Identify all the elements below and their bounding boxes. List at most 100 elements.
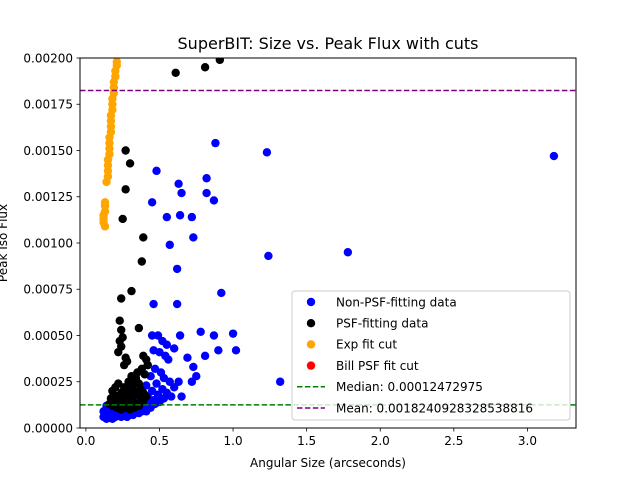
data-point: [139, 233, 148, 242]
x-tick-label: 1.0: [224, 434, 243, 448]
data-point: [177, 188, 186, 198]
series-exp-fit-cut: [99, 58, 122, 231]
y-tick-label: 0.00075: [23, 283, 73, 297]
data-point: [152, 379, 161, 388]
data-point: [228, 329, 238, 338]
x-axis-label: Angular Size (arcseconds): [250, 456, 406, 470]
data-point: [164, 355, 173, 364]
data-point: [165, 240, 174, 250]
legend-entry-mean: Mean: 0.0018240928328538816: [297, 401, 533, 415]
data-point: [127, 286, 136, 296]
data-point: [167, 392, 176, 401]
data-point: [122, 394, 132, 403]
data-point: [174, 179, 183, 188]
data-point: [177, 392, 186, 401]
y-tick-label: 0.00100: [23, 236, 73, 250]
data-point: [119, 360, 129, 370]
data-point: [162, 212, 172, 222]
data-point: [117, 294, 126, 303]
legend-marker: [306, 361, 316, 370]
legend-entry-median: Median: 0.00012472975: [297, 380, 483, 394]
data-point: [196, 327, 205, 336]
data-point: [175, 211, 185, 220]
data-point: [115, 396, 124, 405]
y-tick-label: 0.00025: [23, 375, 73, 389]
legend-label: Mean: 0.0018240928328538816: [336, 401, 533, 415]
data-point: [100, 222, 110, 231]
x-axis-ticks: 0.0 0.5 1.0 1.5 2.0 2.5 3.0: [76, 428, 537, 448]
legend: Non-PSF-fitting data PSF-fitting data Exp …: [291, 290, 571, 421]
legend-label: Exp fit cut: [336, 338, 397, 352]
legend-label: PSF-fitting data: [336, 317, 428, 331]
data-point: [209, 196, 219, 205]
legend-entry-non-psf-fitting-data: Non-PSF-fitting data: [306, 295, 457, 309]
data-point: [217, 288, 226, 298]
x-tick-label: 2.5: [444, 434, 463, 448]
data-point: [102, 177, 111, 187]
y-tick-label: 0.00000: [23, 421, 73, 435]
chart-title: SuperBIT: Size vs. Peak Flux with cuts: [178, 34, 479, 53]
legend-entry-psf-fitting-data: PSF-fitting data: [306, 317, 428, 331]
legend-entry-exp-fit-cut: Exp fit cut: [306, 338, 397, 352]
y-tick-label: 0.00200: [23, 51, 73, 65]
data-point: [264, 251, 273, 261]
legend-entry-bill-psf-fit-cut: Bill PSF fit cut: [306, 359, 419, 373]
data-point: [147, 198, 157, 207]
legend-label: Bill PSF fit cut: [336, 359, 419, 373]
x-tick-label: 3.0: [518, 434, 537, 448]
data-point: [200, 351, 210, 361]
data-point: [202, 188, 211, 198]
plot-area: [99, 58, 559, 423]
legend-label: Median: 0.00012472975: [336, 380, 483, 394]
y-axis-ticks: 0.00000 0.00025 0.00050 0.00075 0.00100 0.001…: [23, 51, 80, 435]
data-point: [118, 214, 127, 224]
x-tick-label: 1.5: [297, 434, 316, 448]
legend-marker: [306, 297, 316, 307]
data-point: [172, 264, 182, 274]
y-tick-label: 0.00175: [23, 98, 73, 112]
data-point: [183, 353, 192, 362]
y-axis-label: Peak Iso Flux: [0, 204, 10, 282]
data-point: [192, 372, 201, 381]
data-point: [152, 166, 161, 176]
data-point: [209, 331, 219, 340]
data-point: [200, 63, 210, 72]
data-point: [149, 299, 158, 309]
data-point: [121, 185, 130, 194]
data-point: [170, 383, 179, 392]
data-point: [125, 159, 135, 168]
data-point: [172, 299, 182, 309]
data-point: [121, 146, 130, 155]
data-point: [231, 346, 241, 355]
y-tick-label: 0.00150: [23, 144, 73, 158]
data-point: [175, 331, 185, 340]
legend-label: Non-PSF-fitting data: [336, 295, 457, 309]
data-point: [105, 399, 114, 409]
data-point: [142, 407, 151, 416]
data-point: [202, 174, 211, 183]
data-point: [215, 58, 225, 65]
data-point: [275, 377, 285, 386]
data-point: [343, 248, 353, 257]
legend-frame: [291, 290, 571, 421]
data-point: [170, 344, 179, 353]
legend-marker: [306, 340, 316, 349]
data-point: [115, 316, 124, 325]
data-point: [189, 233, 198, 242]
legend-marker: [306, 319, 316, 328]
data-point: [134, 323, 144, 333]
data-point: [189, 362, 198, 372]
data-point: [549, 151, 559, 161]
y-tick-label: 0.00050: [23, 329, 73, 343]
data-point: [137, 257, 147, 266]
data-point: [162, 340, 172, 349]
data-point: [214, 346, 223, 355]
x-tick-label: 0.0: [76, 434, 95, 448]
x-tick-label: 2.0: [371, 434, 390, 448]
data-point: [211, 138, 220, 148]
data-point: [114, 347, 123, 357]
data-point: [147, 331, 157, 340]
data-point: [187, 212, 197, 222]
data-point: [262, 148, 272, 157]
